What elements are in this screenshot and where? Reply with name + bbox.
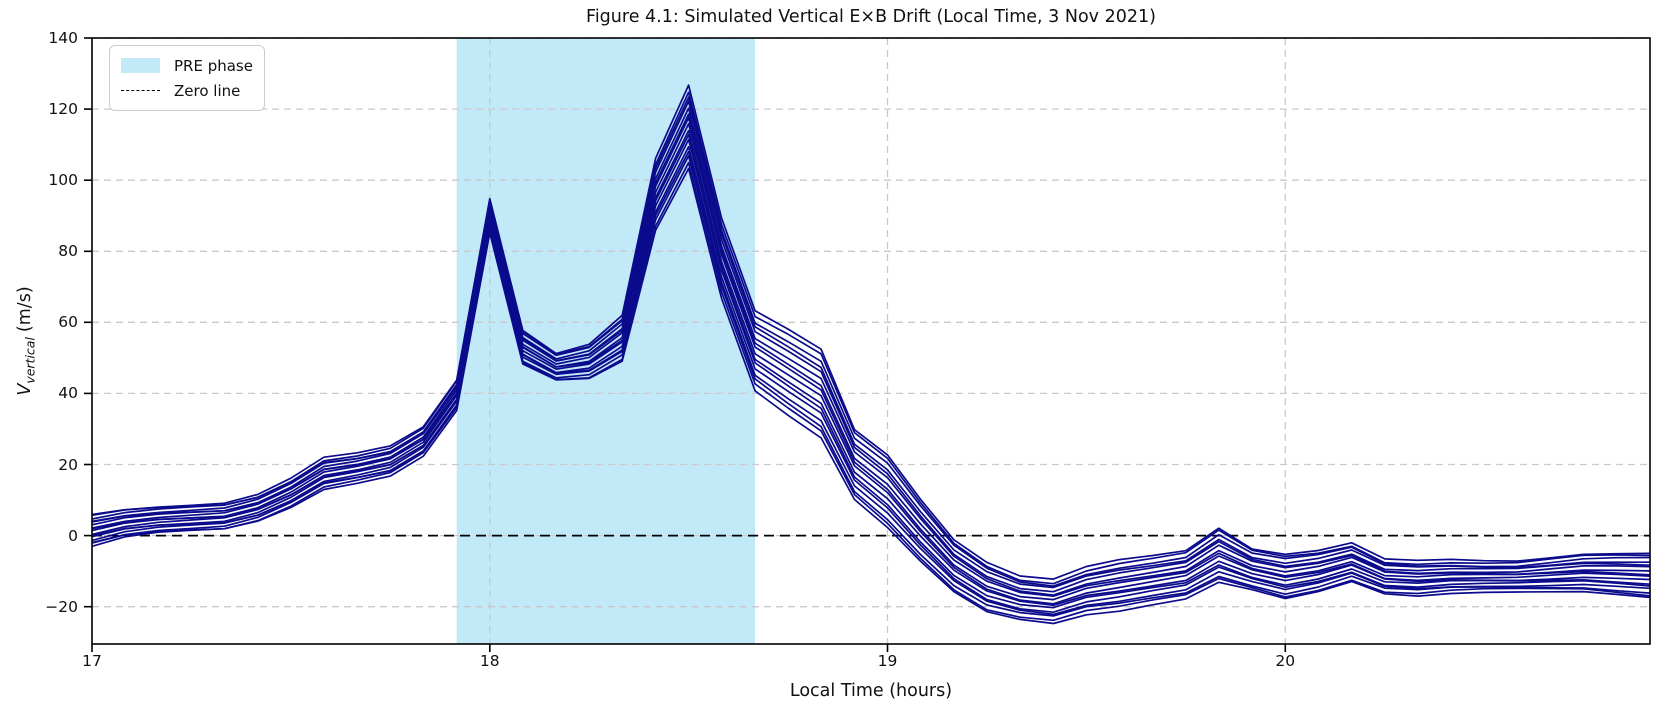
legend-label-zero-line: Zero line	[174, 81, 241, 100]
axes-spines	[91, 37, 1651, 645]
y-tick-label: 20	[58, 455, 78, 474]
x-tick-label: 19	[877, 652, 898, 670]
y-tick-label: 120	[48, 100, 78, 119]
y-axis-subscript: vertical	[22, 337, 38, 384]
x-tick-label: 17	[82, 652, 102, 670]
ensemble-line	[91, 84, 1651, 580]
ensemble-line	[91, 129, 1651, 605]
ensemble-line	[91, 91, 1651, 585]
y-tick-label: 0	[68, 526, 78, 545]
y-tick-label: 80	[58, 242, 78, 261]
ensemble-line	[91, 107, 1651, 593]
figure-title: Figure 4.1: Simulated Vertical E×B Drift…	[586, 7, 1156, 27]
zero-line-sample	[121, 90, 160, 91]
y-tick-label: 140	[48, 29, 78, 47]
legend: PRE phase Zero line	[109, 45, 265, 111]
legend-item-zero-line: Zero line	[121, 78, 253, 103]
ensemble-line	[91, 145, 1651, 614]
y-tick-label: −20	[45, 597, 78, 616]
ensemble-line	[91, 154, 1651, 617]
y-tick-label: 60	[58, 313, 78, 332]
x-axis-label: Local Time (hours)	[789, 681, 953, 701]
y-tick-label: 100	[48, 171, 78, 190]
ensemble-line	[91, 96, 1651, 587]
ensemble-line	[91, 122, 1651, 601]
y-axis-label: Vvertical(m/s)	[15, 286, 38, 395]
x-tick-label: 18	[479, 652, 500, 670]
y-tick-label: 40	[58, 384, 78, 403]
ensemble-line	[91, 133, 1651, 607]
ensemble-line	[91, 138, 1651, 609]
legend-item-pre-phase: PRE phase	[121, 53, 253, 78]
legend-label-pre-phase: PRE phase	[174, 56, 253, 75]
ensemble-line	[91, 167, 1651, 625]
ensemble-line	[91, 161, 1651, 622]
x-tick-label: 20	[1275, 652, 1296, 670]
ensemble-line	[91, 150, 1651, 616]
pre-phase-swatch	[121, 58, 160, 73]
ensemble-line	[91, 113, 1651, 596]
ensemble-line	[91, 116, 1651, 598]
